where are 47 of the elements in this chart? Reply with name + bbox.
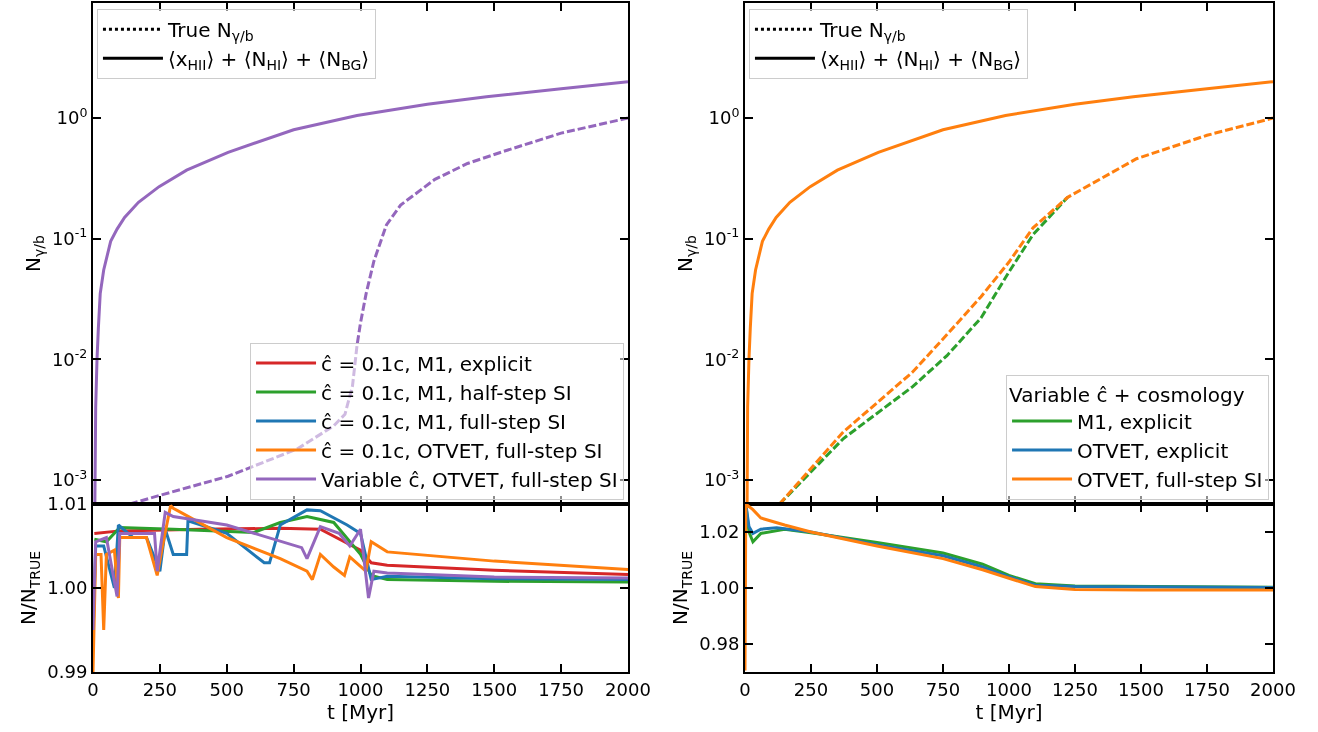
- x-tick-label: 1750: [1184, 678, 1230, 700]
- y-tick-label: 10$^{0}$: [708, 104, 740, 129]
- y-tick-label: 1.00: [47, 577, 88, 599]
- legend-title: Variable ĉ + cosmology: [1009, 382, 1245, 407]
- legend-label: M1, explicit: [1077, 409, 1192, 434]
- legend-label: ĉ = 0.1c, M1, full-step SI: [321, 409, 566, 434]
- x-tick-label: 1500: [1118, 678, 1164, 700]
- y-tick-label: 1.00: [699, 577, 740, 599]
- y-tick-label: 10$^{-2}$: [703, 345, 740, 370]
- x-tick-label: 1000: [986, 678, 1032, 700]
- y-tick-label: 0.98: [699, 633, 740, 655]
- x-tick-label: 750: [276, 678, 311, 700]
- x-tick-label: 500: [859, 678, 895, 700]
- legend-label: True N$_{γ/b}$: [818, 18, 906, 45]
- x-tick-label: 2000: [605, 678, 651, 700]
- x-tick-label: 1250: [404, 678, 451, 700]
- x-tick-label: 1000: [337, 678, 384, 700]
- x-tick-label: 0: [87, 678, 99, 700]
- x-tick-label: 250: [793, 678, 829, 700]
- x-axis-title: t [Myr]: [326, 699, 395, 724]
- y-tick-label: 10$^{-2}$: [51, 345, 88, 370]
- x-tick-label: 500: [209, 678, 244, 700]
- x-tick-label: 250: [142, 678, 178, 700]
- legend-label: True N$_{γ/b}$: [166, 18, 254, 45]
- legend-label: ⟨x$_{HII}$⟩ + ⟨N$_{HI}$⟩ + ⟨N$_{BG}$⟩: [819, 47, 1022, 74]
- legend-label: ĉ = 0.1c, M1, explicit: [321, 351, 532, 376]
- x-tick-label: 1750: [538, 678, 585, 700]
- y-tick-label: 1.01: [47, 493, 88, 515]
- legend-label: ⟨x$_{HII}$⟩ + ⟨N$_{HI}$⟩ + ⟨N$_{BG}$⟩: [167, 47, 370, 74]
- legend-label: Variable ĉ, OTVET, full-step SI: [321, 467, 618, 492]
- x-tick-label: 1500: [471, 678, 518, 700]
- y-tick-label: 10$^{0}$: [56, 104, 88, 129]
- y-tick-label: 0.99: [47, 661, 88, 683]
- legend-label: OTVET, full-step SI: [1077, 467, 1263, 492]
- y-tick-label: 10$^{-3}$: [51, 466, 88, 491]
- legend-label: ĉ = 0.1c, M1, half-step SI: [321, 380, 572, 405]
- y-tick-label: 10$^{-3}$: [703, 466, 740, 491]
- y-tick-label: 10$^{-1}$: [51, 225, 88, 249]
- legend-label: ĉ = 0.1c, OTVET, full-step SI: [321, 438, 603, 463]
- y-tick-label: 1.02: [699, 521, 740, 543]
- x-tick-label: 750: [925, 678, 961, 700]
- x-axis-title: t [Myr]: [975, 699, 1043, 724]
- x-tick-label: 1250: [1052, 678, 1098, 700]
- legend-label: OTVET, explicit: [1077, 438, 1229, 463]
- x-tick-label: 2000: [1250, 678, 1296, 700]
- y-tick-label: 10$^{-1}$: [703, 225, 740, 249]
- x-tick-label: 0: [739, 678, 751, 700]
